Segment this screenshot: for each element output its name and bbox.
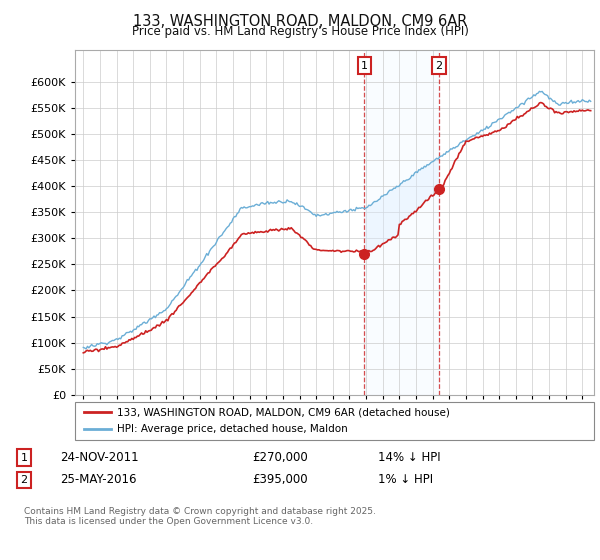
HPI: Average price, detached house, Maldon: (2.01e+03, 3.48e+05): Average price, detached house, Maldon: (… bbox=[326, 210, 334, 217]
HPI: Average price, detached house, Maldon: (2.02e+03, 4.46e+05): Average price, detached house, Maldon: (… bbox=[428, 159, 435, 166]
133, WASHINGTON ROAD, MALDON, CM9 6AR (detached house) bbox=[537, 99, 544, 106]
133, WASHINGTON ROAD, MALDON, CM9 6AR (detached house) bbox=[426, 194, 433, 200]
133, WASHINGTON ROAD, MALDON, CM9 6AR (detached house) bbox=[573, 108, 580, 114]
Text: HPI: Average price, detached house, Maldon: HPI: Average price, detached house, Mald… bbox=[117, 424, 348, 434]
HPI: Average price, detached house, Maldon: (2e+03, 9.97e+04): Average price, detached house, Maldon: (… bbox=[98, 339, 105, 346]
HPI: Average price, detached house, Maldon: (2e+03, 8.79e+04): Average price, detached house, Maldon: (… bbox=[82, 346, 89, 352]
Text: 25-MAY-2016: 25-MAY-2016 bbox=[60, 473, 137, 487]
133, WASHINGTON ROAD, MALDON, CM9 6AR (detached house) bbox=[457, 149, 464, 156]
Text: Price paid vs. HM Land Registry's House Price Index (HPI): Price paid vs. HM Land Registry's House … bbox=[131, 25, 469, 38]
133, WASHINGTON ROAD, MALDON, CM9 6AR (detached house) bbox=[104, 344, 112, 351]
Text: 133, WASHINGTON ROAD, MALDON, CM9 6AR: 133, WASHINGTON ROAD, MALDON, CM9 6AR bbox=[133, 14, 467, 29]
Text: 2: 2 bbox=[20, 475, 28, 485]
Text: £270,000: £270,000 bbox=[252, 451, 308, 464]
Text: 1% ↓ HPI: 1% ↓ HPI bbox=[378, 473, 433, 487]
Text: 2: 2 bbox=[436, 60, 443, 71]
Text: Contains HM Land Registry data © Crown copyright and database right 2025.
This d: Contains HM Land Registry data © Crown c… bbox=[24, 507, 376, 526]
HPI: Average price, detached house, Maldon: (2.03e+03, 5.62e+05): Average price, detached house, Maldon: (… bbox=[587, 98, 594, 105]
Text: 133, WASHINGTON ROAD, MALDON, CM9 6AR (detached house): 133, WASHINGTON ROAD, MALDON, CM9 6AR (d… bbox=[117, 407, 450, 417]
HPI: Average price, detached house, Maldon: (2e+03, 9.08e+04): Average price, detached house, Maldon: (… bbox=[80, 344, 87, 351]
HPI: Average price, detached house, Maldon: (2e+03, 1.01e+05): Average price, detached house, Maldon: (… bbox=[106, 339, 113, 346]
Text: £395,000: £395,000 bbox=[252, 473, 308, 487]
Text: 1: 1 bbox=[20, 452, 28, 463]
HPI: Average price, detached house, Maldon: (2.02e+03, 5.81e+05): Average price, detached house, Maldon: (… bbox=[536, 88, 543, 95]
Text: 14% ↓ HPI: 14% ↓ HPI bbox=[378, 451, 440, 464]
133, WASHINGTON ROAD, MALDON, CM9 6AR (detached house) bbox=[80, 349, 87, 356]
HPI: Average price, detached house, Maldon: (2.02e+03, 4.84e+05): Average price, detached house, Maldon: (… bbox=[458, 139, 466, 146]
Line: HPI: Average price, detached house, Maldon: HPI: Average price, detached house, Mald… bbox=[83, 91, 590, 349]
Text: 24-NOV-2011: 24-NOV-2011 bbox=[60, 451, 139, 464]
133, WASHINGTON ROAD, MALDON, CM9 6AR (detached house) bbox=[97, 347, 104, 353]
HPI: Average price, detached house, Maldon: (2.02e+03, 5.64e+05): Average price, detached house, Maldon: (… bbox=[575, 97, 582, 104]
Line: 133, WASHINGTON ROAD, MALDON, CM9 6AR (detached house): 133, WASHINGTON ROAD, MALDON, CM9 6AR (d… bbox=[83, 102, 590, 353]
Text: 1: 1 bbox=[361, 60, 368, 71]
133, WASHINGTON ROAD, MALDON, CM9 6AR (detached house) bbox=[587, 108, 594, 114]
133, WASHINGTON ROAD, MALDON, CM9 6AR (detached house) bbox=[325, 248, 332, 254]
Bar bbox=[364, 50, 439, 395]
